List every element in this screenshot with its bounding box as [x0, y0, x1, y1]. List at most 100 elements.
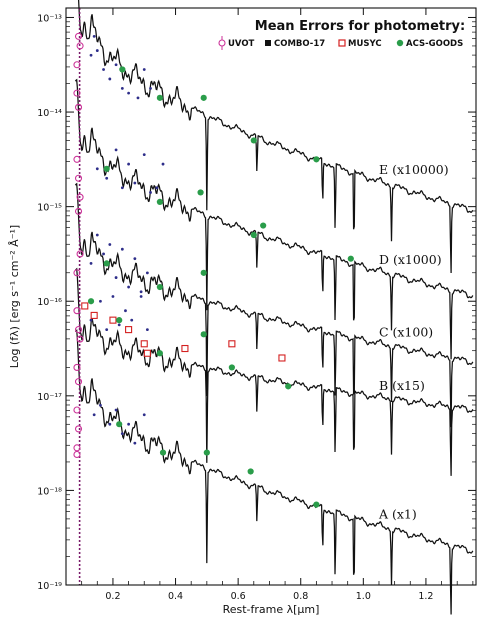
point-uvot-12: [74, 326, 83, 334]
point-acs-goods-9: [103, 260, 110, 267]
point-uvot-10: [76, 250, 84, 258]
legend-label-2: MUSYC: [348, 39, 382, 49]
point-uvot-14: [73, 363, 81, 371]
legend-title: Mean Errors for photometry:: [255, 19, 465, 34]
legend-label-3: ACS-GOODS: [406, 39, 463, 49]
point-combo-17-42: [108, 422, 112, 426]
point-combo-17-0: [89, 53, 93, 57]
point-combo-17-25: [114, 276, 118, 279]
point-combo-17-7: [127, 91, 130, 95]
point-acs-goods-3: [250, 137, 257, 144]
point-acs-goods-24: [313, 501, 320, 508]
axes-frame: 0.2 0.4 0.6 0.8 1.0 1.2 10⁻¹⁹ 10⁻¹⁸ 10⁻¹⁷ 10⁻¹⁶ 10…: [8, 7, 477, 616]
point-combo-17-13: [114, 148, 118, 152]
point-uvot-16: [73, 406, 81, 414]
point-combo-17-34: [111, 295, 115, 298]
spectrum-label-3: B (x15): [379, 378, 425, 393]
y-tick-label-0: 10⁻¹⁹: [37, 581, 62, 592]
point-combo-17-8: [136, 96, 140, 100]
x-tick-label-0: 0.2: [105, 591, 120, 602]
point-combo-17-36: [124, 309, 127, 313]
y-axis-title: Log (fλ) [erg s⁻¹ cm⁻² Å⁻¹]: [8, 225, 21, 368]
y-tick-label-1: 10⁻¹⁸: [37, 486, 62, 497]
spectrum-line-1: [74, 78, 474, 360]
point-uvot-17: [74, 425, 83, 433]
x-tick-label-5: 1.2: [418, 591, 433, 602]
legend-open-square-icon: [338, 39, 346, 47]
point-combo-17-21: [89, 261, 93, 265]
x-tick-label-2: 0.6: [231, 591, 246, 602]
point-combo-17-11: [95, 167, 99, 171]
point-combo-17-6: [120, 87, 124, 90]
point-combo-17-5: [114, 63, 118, 67]
point-uvot-18: [73, 444, 81, 452]
point-combo-17-10: [149, 87, 152, 90]
point-acs-goods-12: [260, 222, 267, 229]
point-acs-goods-0: [119, 66, 126, 73]
point-musyc-7: [228, 340, 236, 348]
point-uvot-4: [76, 42, 84, 50]
point-musyc-6: [181, 344, 189, 353]
point-combo-17-17: [142, 153, 146, 157]
point-acs-goods-13: [347, 255, 354, 262]
point-acs-goods-15: [116, 317, 123, 324]
point-uvot-19: [73, 450, 81, 459]
point-combo-17-19: [155, 186, 159, 190]
point-combo-17-40: [92, 413, 96, 417]
point-combo-17-4: [108, 77, 112, 81]
point-combo-17-31: [89, 318, 93, 322]
legend-item-2: MUSYC: [338, 39, 382, 49]
spectrum-label-2: C (x100): [379, 324, 433, 339]
point-musyc-4: [140, 340, 148, 348]
x-tick-label-1: 0.4: [168, 591, 183, 602]
point-combo-17-15: [127, 162, 130, 166]
point-musyc-0: [81, 302, 89, 310]
point-combo-17-16: [133, 181, 137, 185]
point-combo-17-38: [139, 290, 143, 294]
x-tick-label-3: 0.8: [293, 591, 308, 602]
legend: Mean Errors for photometry:UVOT COMBO-17 M…: [218, 19, 465, 50]
point-uvot-5: [73, 155, 81, 163]
point-combo-17-3: [102, 68, 105, 71]
spectrum-label-0: E (x10000): [379, 162, 449, 177]
point-combo-17-14: [120, 186, 124, 190]
legend-filled-circle-icon: [396, 39, 404, 47]
point-uvot-15: [74, 378, 83, 386]
legend-open-circle-icon: [218, 39, 226, 47]
point-combo-17-9: [142, 68, 146, 71]
point-combo-17-44: [120, 432, 124, 436]
point-uvot-11: [73, 307, 81, 315]
point-acs-goods-14: [87, 298, 95, 305]
point-combo-17-27: [127, 285, 130, 289]
point-uvot-9: [73, 269, 81, 277]
point-combo-17-24: [108, 243, 112, 246]
point-combo-17-1: [92, 34, 96, 38]
point-uvot-3: [74, 103, 83, 111]
point-acs-goods-23: [247, 468, 254, 475]
point-combo-17-28: [133, 257, 137, 261]
point-combo-17-41: [99, 403, 102, 407]
spectrum-label-4: A (x1): [378, 507, 417, 522]
point-combo-17-26: [120, 247, 124, 251]
point-uvot-6: [74, 174, 83, 182]
y-tick-label-2: 10⁻¹⁷: [37, 392, 62, 403]
point-acs-goods-17: [200, 331, 207, 338]
legend-label-1: COMBO-17: [274, 39, 325, 49]
point-acs-goods-1: [156, 94, 163, 101]
spectrum-line-0: [77, 0, 474, 274]
point-uvot-1: [73, 89, 81, 97]
point-uvot-7: [76, 193, 84, 201]
point-acs-goods-19: [285, 383, 292, 390]
plot-border: [65, 7, 477, 586]
point-uvot-2: [74, 32, 83, 40]
point-combo-17-18: [149, 191, 152, 194]
y-tick-label-3: 10⁻¹⁶: [37, 297, 62, 308]
point-acs-goods-18: [228, 364, 235, 371]
point-combo-17-22: [95, 233, 99, 237]
point-combo-17-20: [161, 162, 165, 166]
spectrum-line-3: [74, 267, 474, 476]
point-uvot-0: [73, 61, 81, 69]
point-combo-17-30: [145, 271, 149, 275]
point-combo-17-12: [105, 176, 109, 180]
